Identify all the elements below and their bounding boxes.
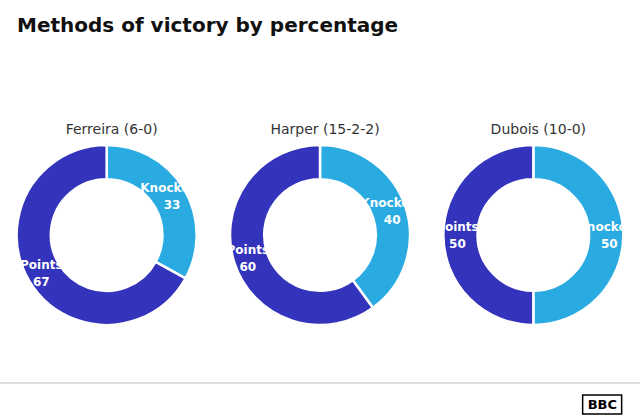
svg-text:Knockout: Knockout	[578, 220, 640, 234]
svg-text:67: 67	[33, 275, 50, 289]
svg-text:Points: Points	[436, 220, 479, 234]
svg-text:Ferreira (6-0): Ferreira (6-0)	[66, 121, 158, 137]
svg-text:50: 50	[601, 237, 618, 251]
svg-text:60: 60	[239, 260, 256, 274]
svg-text:Knockout: Knockout	[360, 196, 424, 210]
svg-text:Knockout: Knockout	[140, 181, 204, 195]
svg-text:Dubois (10-0): Dubois (10-0)	[491, 121, 586, 137]
svg-text:Methods of victory by percenta: Methods of victory by percentage	[17, 13, 398, 37]
svg-text:Points: Points	[227, 243, 270, 257]
svg-text:Harper (15-2-2): Harper (15-2-2)	[270, 121, 379, 137]
svg-text:33: 33	[164, 198, 181, 212]
svg-text:Points: Points	[20, 258, 63, 272]
svg-text:40: 40	[384, 213, 401, 227]
svg-text:50: 50	[449, 237, 466, 251]
svg-text:BBC: BBC	[588, 397, 617, 412]
